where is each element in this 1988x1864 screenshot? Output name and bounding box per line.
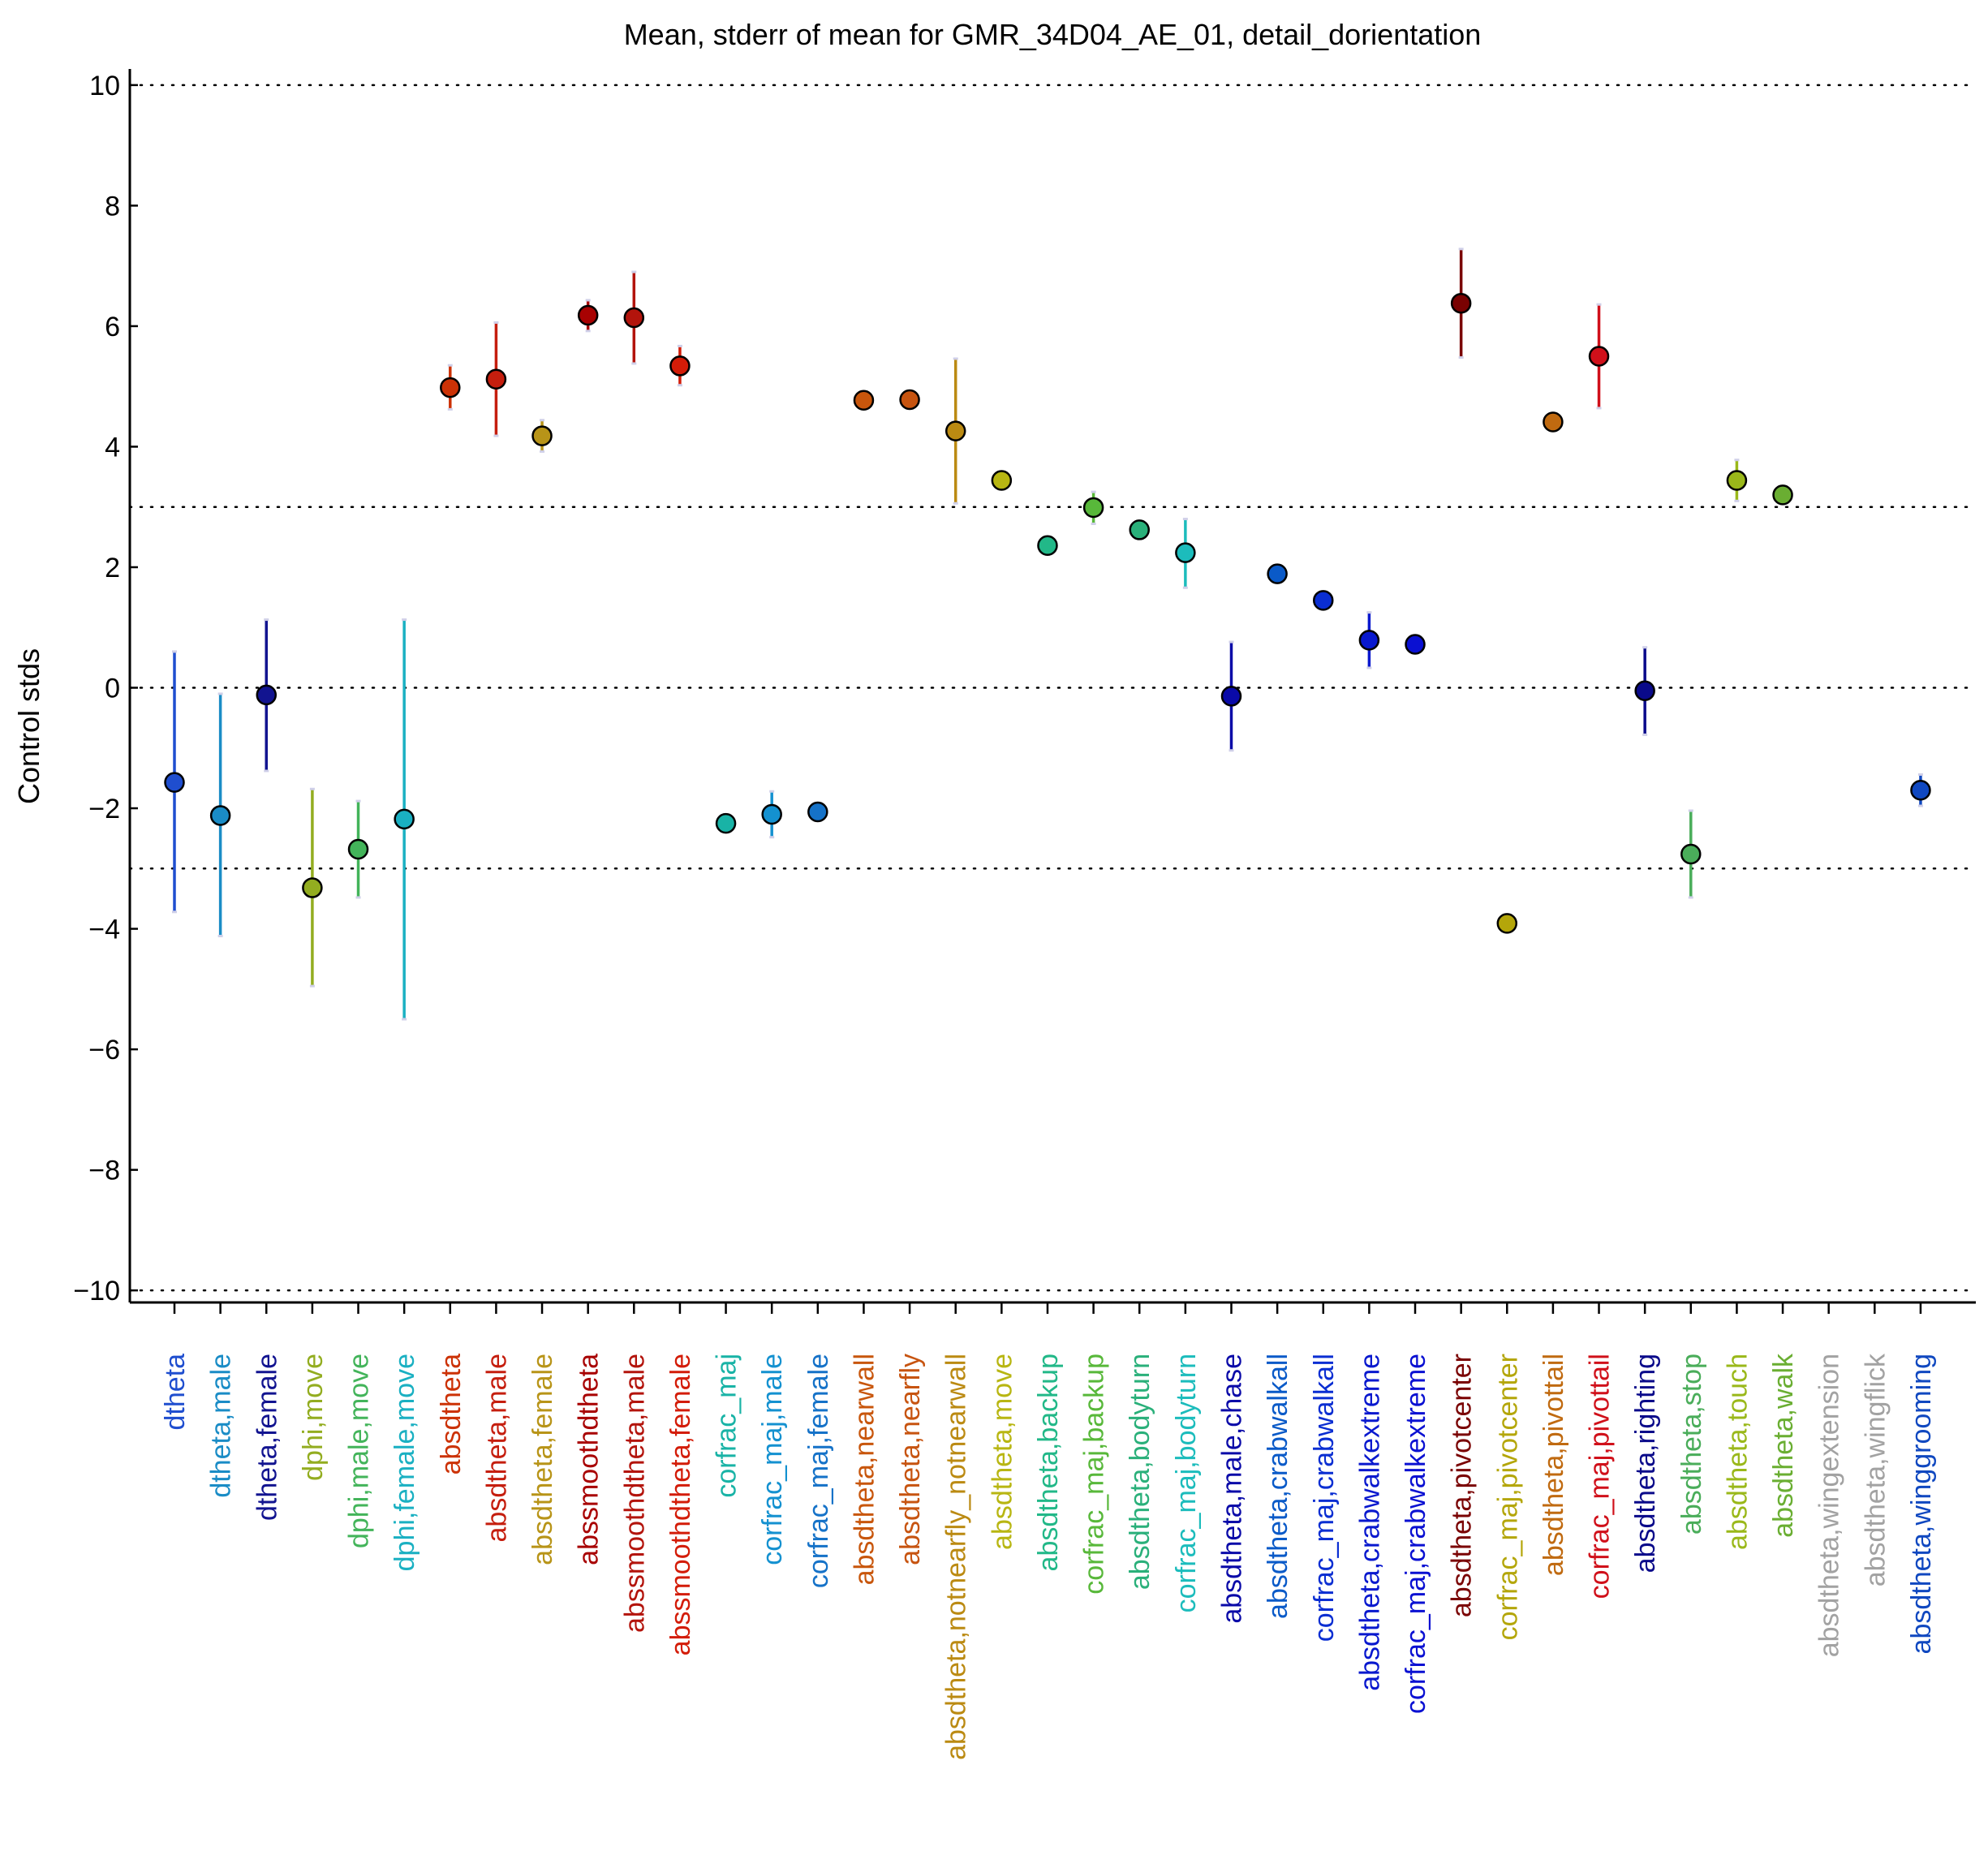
x-tick-label: absdtheta,stop [1676,1354,1707,1535]
x-tick-label: absdtheta,male,chase [1216,1354,1247,1624]
data-point [669,355,691,377]
x-tick-label: absdtheta,pivottail [1538,1354,1569,1576]
x-tick-label: abssmoothdtheta,female [665,1354,696,1655]
x-tick-label: absdtheta,wingextension [1814,1354,1845,1657]
y-axis-label: Control stds [12,648,45,804]
x-tick-label: corfrac_maj,crabwalkextreme [1401,1354,1431,1714]
x-tick-label: absdtheta,male [481,1354,512,1543]
x-tick-label: corfrac_maj [712,1354,742,1498]
x-tick-label: absdtheta,female [527,1354,558,1565]
data-point [1129,519,1150,540]
x-tick-label: absdtheta,wingflick [1860,1353,1891,1586]
data-point [1772,484,1793,506]
data-point [1450,292,1472,314]
y-ticks: 10 8 6 4 2 0 −2 −4 −6 −8 −10 [73,71,138,1307]
data-point [256,684,278,706]
x-tick-label: dphi,move [298,1354,329,1481]
y-tick-label: −2 [88,794,120,824]
data-point [531,425,553,446]
x-tick-label: corfrac_maj,pivottail [1585,1354,1616,1599]
data-point [1313,590,1334,611]
axes [128,69,1976,1304]
x-tick-label: absdtheta,notnearfly_notnearwall [941,1354,972,1760]
x-tick-label: dtheta [160,1354,191,1431]
x-tick-label: corfrac_maj,backup [1079,1354,1110,1595]
data-point [1910,780,1931,801]
x-tick-label: absdtheta,crabwalkextreme [1354,1354,1385,1691]
x-tick-labels: dtheta dtheta,male dtheta,female dphi,move d… [160,1353,1937,1760]
x-tick-label: dphi,male,move [344,1354,375,1548]
x-tick-label: absdtheta,pivotcenter [1447,1354,1478,1617]
y-tick-label: 8 [105,191,120,222]
data-point [394,808,415,830]
x-tick-label: absdtheta,touch [1722,1354,1753,1550]
data-point [991,470,1013,491]
y-tick-label: −8 [88,1156,120,1186]
x-tick-label: absdtheta [436,1354,467,1474]
data-point [1267,563,1288,584]
data-point [1634,680,1655,701]
data-point [1082,497,1104,519]
data-point [715,812,737,834]
data-point [945,420,966,441]
data-point [485,368,507,390]
x-tick-label: dtheta,female [252,1354,282,1521]
x-tick-label: corfrac_maj,pivotcenter [1492,1354,1523,1640]
y-tick-label: 2 [105,553,120,583]
x-tick-label: corfrac_maj,female [803,1354,834,1588]
x-tick-label: abssmoothdtheta [574,1354,605,1565]
x-tick-label: corfrac_maj,male [757,1354,788,1565]
data-point [347,838,369,860]
y-tick-label: 6 [105,312,120,342]
x-tick-label: absdtheta,move [987,1354,1018,1550]
data-point [1405,634,1426,655]
y-tick-label: 4 [105,432,120,463]
data-point [807,801,828,823]
data-point [761,803,782,825]
data-point [577,304,599,326]
data-point [1358,630,1380,651]
x-tick-label: absdtheta,crabwalkall [1263,1354,1293,1619]
chart-title: Mean, stderr of mean for GMR_34D04_AE_01… [624,18,1482,51]
data-point [1588,346,1610,367]
error-bars [172,248,1923,1021]
data-point [623,307,645,329]
data-point [1037,535,1058,556]
data-point [1543,411,1564,433]
x-tick-label: absdtheta,walk [1768,1353,1799,1538]
x-tick-label: corfrac_maj,crabwalkall [1309,1354,1340,1642]
data-point [1175,542,1196,563]
data-point [1496,913,1518,934]
data-point [1726,470,1748,491]
x-ticks [173,1302,1922,1314]
x-tick-label: absdtheta,bodyturn [1125,1354,1155,1590]
data-point [1220,686,1242,707]
x-tick-label: dphi,female,move [389,1354,420,1571]
y-tick-label: 10 [89,71,120,101]
y-tick-label: −6 [88,1035,120,1065]
markers [164,292,1931,934]
x-tick-label: absdtheta,righting [1630,1354,1661,1573]
y-tick-label: 0 [105,674,120,704]
data-point [164,772,185,793]
x-tick-label: dtheta,male [206,1354,237,1498]
data-point [899,389,920,411]
x-tick-label: absdtheta,backup [1033,1354,1064,1571]
data-point [209,805,231,826]
y-tick-label: −10 [73,1276,120,1307]
y-tick-label: −4 [88,915,120,945]
data-point [440,377,461,398]
data-point [1680,843,1702,865]
x-tick-label: abssmoothdtheta,male [619,1354,650,1633]
reference-lines [128,84,1977,1292]
data-point [853,390,875,411]
x-tick-label: absdtheta,nearfly [895,1354,926,1565]
x-tick-label: corfrac_maj,bodyturn [1171,1354,1202,1612]
x-tick-label: absdtheta,winggrooming [1906,1354,1937,1654]
data-point [302,877,323,898]
x-tick-label: absdtheta,nearwall [849,1354,880,1585]
